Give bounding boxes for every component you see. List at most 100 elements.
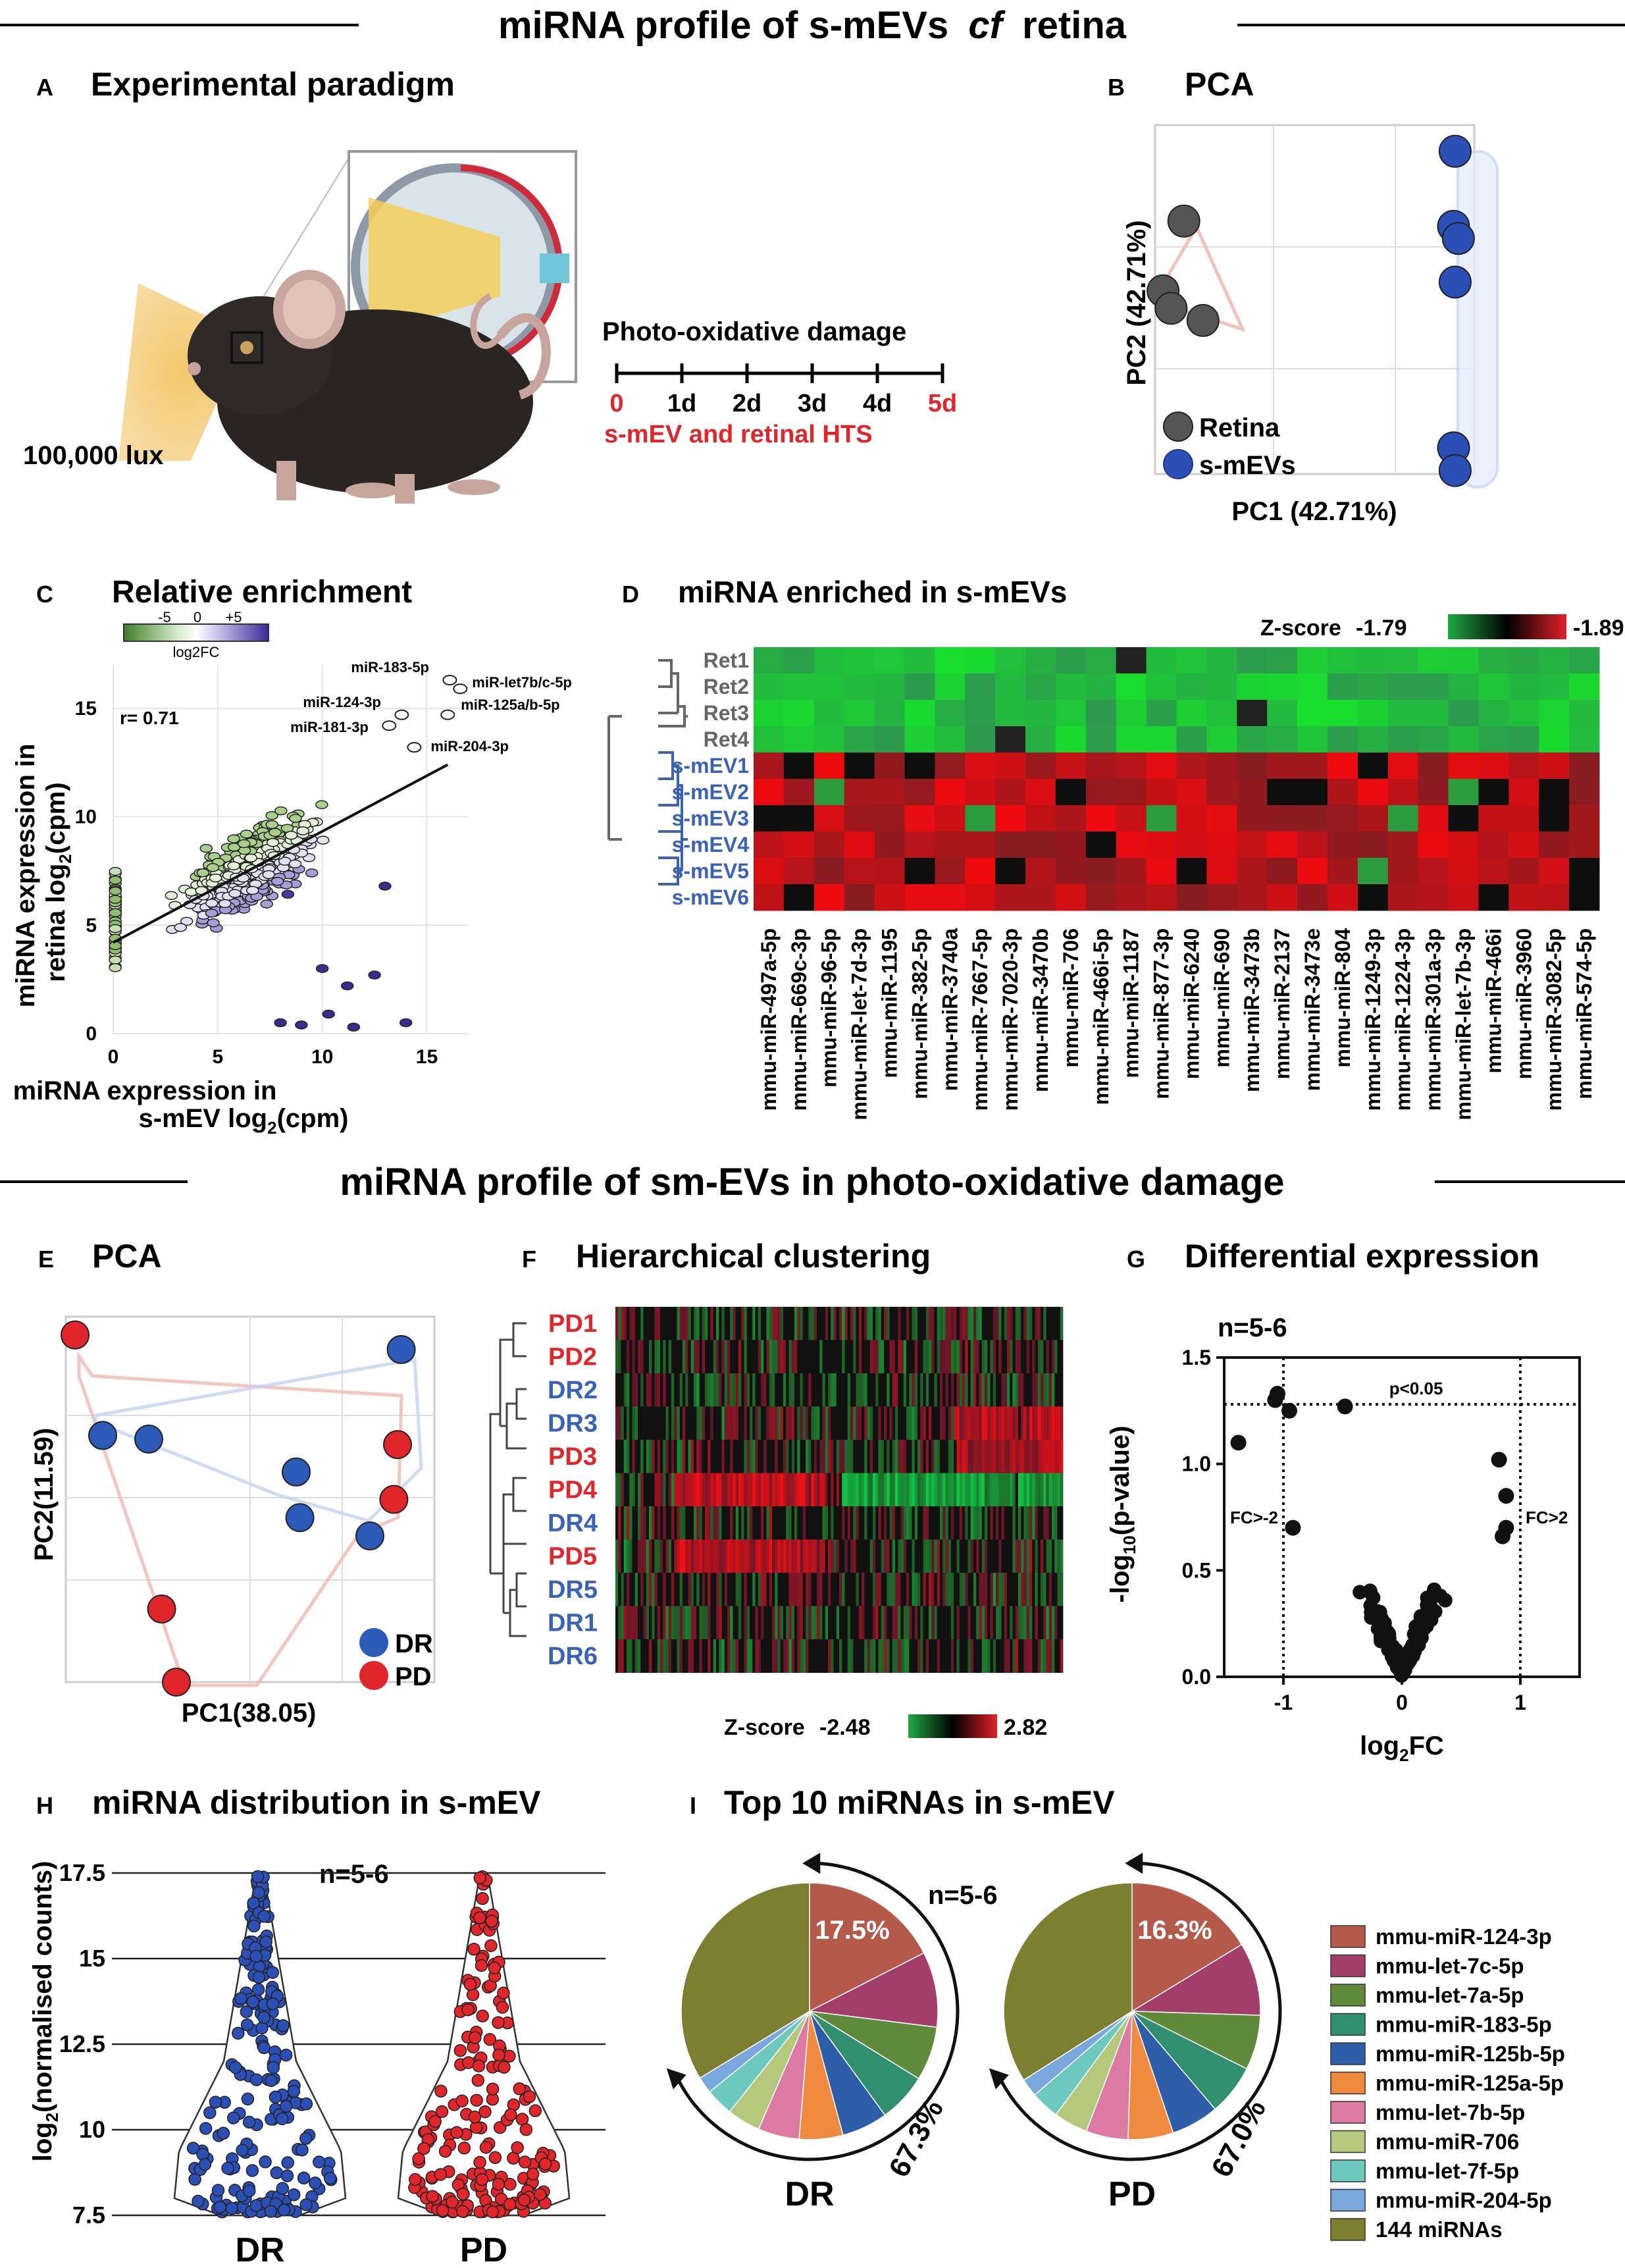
d-col-label: mmu-miR-1224-3p — [1391, 928, 1415, 1111]
h-point — [479, 2141, 493, 2154]
f-heat-cell — [665, 1639, 669, 1673]
f-heat-cell — [1054, 1406, 1058, 1440]
pca-e-point-pd-3 — [147, 1595, 176, 1623]
d-heat-cell — [844, 752, 875, 779]
f-heat-cell — [699, 1406, 703, 1440]
f-heat-cell — [741, 1440, 744, 1473]
f-heat-cell — [724, 1639, 728, 1673]
h-point — [527, 2167, 540, 2181]
f-heat-cell — [657, 1539, 661, 1573]
f-heat-cell — [802, 1573, 806, 1606]
f-heat-cell — [788, 1307, 792, 1340]
f-heat-cell — [976, 1573, 979, 1606]
f-heat-cell — [758, 1473, 761, 1507]
f-heat-cell — [881, 1539, 885, 1573]
f-heat-cell — [1041, 1340, 1044, 1374]
f-heat-cell — [646, 1440, 650, 1473]
f-heat-cell — [912, 1373, 916, 1407]
f-heat-cell — [976, 1440, 979, 1473]
f-heat-cell — [806, 1340, 809, 1374]
f-heat-cell — [892, 1440, 896, 1473]
f-heat-cell — [1010, 1307, 1013, 1340]
f-heat-cell — [713, 1307, 717, 1340]
f-heat-cell — [923, 1473, 927, 1507]
f-heat-cell — [942, 1440, 946, 1473]
f-heat-cell — [775, 1406, 778, 1440]
d-heat-cell — [844, 805, 875, 832]
f-heat-cell — [817, 1340, 820, 1374]
f-heat-cell — [657, 1506, 661, 1540]
f-heat-cell — [1048, 1573, 1052, 1606]
f-heat-cell — [900, 1539, 904, 1573]
f-heat-cell — [791, 1440, 795, 1473]
pca-b-point-retina-3 — [1186, 303, 1220, 337]
f-heat-cell — [1026, 1639, 1030, 1673]
f-heat-cell — [873, 1340, 876, 1374]
f-heat-cell — [842, 1406, 845, 1440]
f-heat-cell — [822, 1373, 826, 1407]
f-heat-cell — [875, 1307, 879, 1340]
f-heat-cell — [1015, 1639, 1019, 1673]
d-heat-cell — [1176, 647, 1207, 674]
f-heat-cell — [758, 1506, 761, 1540]
d-row-label: s-mEV1 — [672, 754, 749, 778]
f-heat-cell — [705, 1440, 708, 1473]
c-point — [174, 923, 188, 932]
log2fc-label: log2FC — [173, 644, 220, 660]
f-heat-cell — [730, 1639, 733, 1673]
f-heat-cell — [1052, 1506, 1055, 1540]
f-heat-cell — [1046, 1506, 1050, 1540]
f-heat-cell — [727, 1573, 731, 1606]
f-heat-cell — [925, 1406, 929, 1440]
f-heat-cell — [690, 1440, 694, 1473]
f-heat-cell — [758, 1539, 761, 1573]
d-row-label: s-mEV4 — [672, 833, 750, 857]
f-heat-cell — [881, 1406, 885, 1440]
f-heat-cell — [716, 1506, 719, 1540]
f-heat-cell — [906, 1506, 910, 1540]
f-heat-cell — [822, 1639, 826, 1673]
f-heat-cell — [634, 1473, 638, 1507]
f-heat-cell — [791, 1473, 795, 1507]
d-heat-cell — [1328, 673, 1358, 700]
d-heat-cell — [1569, 673, 1600, 700]
f-heat-cell — [839, 1539, 842, 1573]
f-heat-cell — [1060, 1473, 1064, 1507]
f-heat-cell — [713, 1406, 717, 1440]
f-heat-cell — [677, 1573, 681, 1606]
f-heat-cell — [1004, 1440, 1008, 1473]
c-point — [265, 820, 278, 830]
h-category-label: PD — [460, 2231, 507, 2268]
f-heat-cell — [931, 1373, 935, 1407]
f-heat-cell — [862, 1573, 865, 1606]
d-col-label: mmu-miR-466i — [1482, 928, 1505, 1074]
f-heat-cell — [934, 1539, 938, 1573]
f-heat-cell — [802, 1307, 806, 1340]
d-heat-cell — [1357, 647, 1389, 674]
g-xlabel: log2FC — [1360, 1731, 1444, 1765]
f-heat-cell — [954, 1639, 957, 1673]
f-heat-cell — [1004, 1307, 1008, 1340]
f-heat-cell — [1060, 1373, 1064, 1407]
f-heat-cell — [802, 1373, 806, 1407]
f-heat-cell — [898, 1307, 901, 1340]
c-point — [184, 887, 198, 897]
f-heat-cell — [800, 1606, 804, 1640]
f-heat-cell — [813, 1639, 817, 1673]
f-heat-cell — [1046, 1473, 1050, 1507]
f-heat-cell — [657, 1373, 661, 1407]
d-heat-cell — [813, 831, 845, 858]
f-heat-cell — [906, 1639, 910, 1673]
f-heat-cell — [903, 1440, 907, 1473]
f-heat-cell — [987, 1639, 991, 1673]
d-heat-cell — [1418, 726, 1449, 753]
f-heat-cell — [668, 1539, 672, 1573]
c-point — [165, 891, 178, 901]
f-heat-cell — [828, 1307, 831, 1340]
d-heat-cell — [1267, 779, 1298, 806]
f-heat-cell — [887, 1373, 890, 1407]
f-row-label: PD1 — [548, 1310, 597, 1338]
d-heat-cell — [1328, 752, 1358, 779]
f-heat-cell — [775, 1539, 778, 1573]
d-heat-cell — [1539, 647, 1570, 674]
